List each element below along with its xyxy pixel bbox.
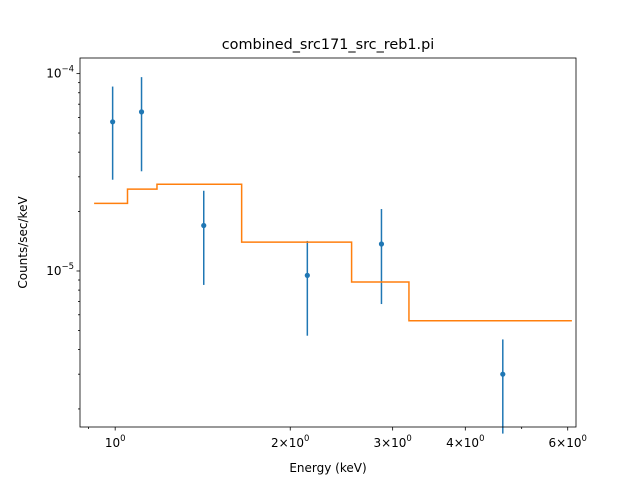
x-tick-label: 100 xyxy=(105,434,126,450)
data-point xyxy=(201,190,207,285)
axes-frame xyxy=(79,57,577,428)
data-marker xyxy=(138,109,145,115)
x-axis-label: Energy (keV) xyxy=(289,461,366,475)
x-tick-label: 4×100 xyxy=(446,434,484,450)
data-point xyxy=(500,339,506,434)
data-point xyxy=(378,209,385,305)
x-axis: 100 2×100 3×100 4×100 6×100 xyxy=(88,427,587,450)
y-tick-label: 10−5 xyxy=(46,262,74,278)
data-point xyxy=(138,77,145,172)
data-marker xyxy=(378,241,385,247)
x-tick-label: 3×100 xyxy=(373,434,411,450)
data-marker xyxy=(304,272,310,278)
plot-area xyxy=(94,77,572,434)
y-axis-label: Counts/sec/keV xyxy=(16,196,30,289)
y-tick-label: 10−4 xyxy=(46,65,74,81)
model-step-line xyxy=(94,183,572,322)
data-point xyxy=(110,86,116,180)
chart-title: combined_src171_src_reb1.pi xyxy=(222,37,435,53)
data-point xyxy=(304,240,310,336)
x-tick-label: 6×100 xyxy=(549,434,587,450)
data-marker xyxy=(500,371,506,377)
data-marker xyxy=(201,222,207,229)
data-marker xyxy=(110,119,116,125)
y-axis: 10−5 10−4 xyxy=(46,65,80,410)
x-tick-label: 2×100 xyxy=(271,434,309,450)
